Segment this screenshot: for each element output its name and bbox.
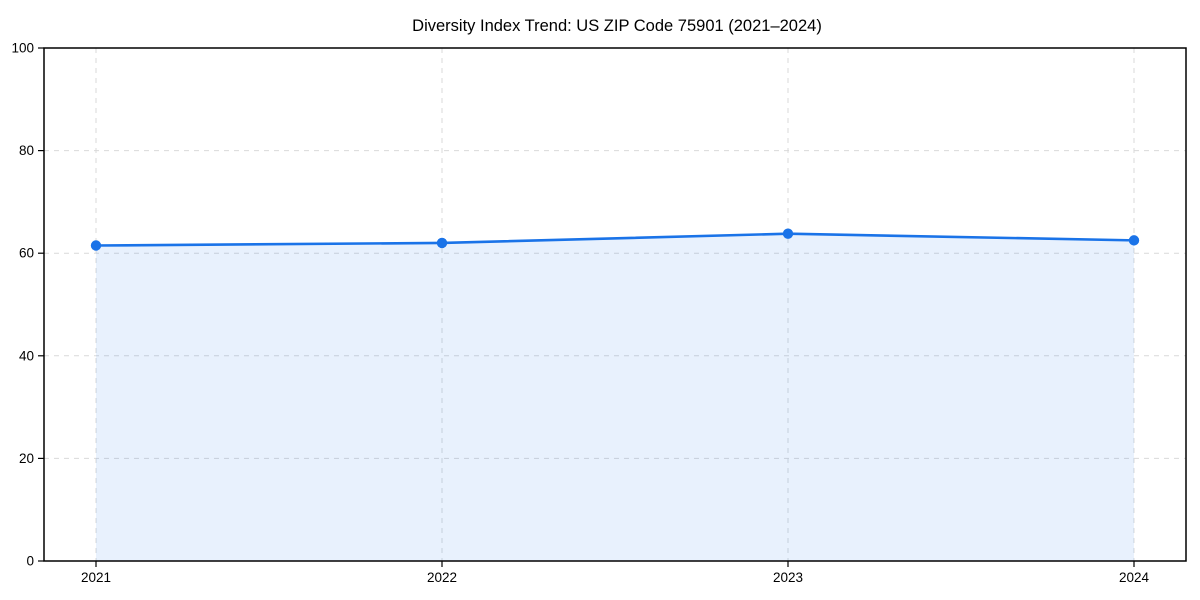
y-axis-tick-label: 80: [19, 143, 34, 158]
y-axis-tick-label: 0: [26, 554, 34, 569]
y-axis-tick-label: 100: [11, 41, 34, 56]
x-axis-tick-label: 2023: [773, 570, 803, 585]
line-layer: [94, 232, 1136, 247]
marker-layer: [90, 228, 1140, 251]
grid-layer: [44, 48, 1186, 561]
data-point: [1128, 235, 1140, 246]
plot-border: [43, 47, 1187, 562]
data-point: [782, 228, 794, 239]
data-point: [90, 240, 102, 251]
area-layer: [96, 233, 1134, 561]
axis-layer: 0 20 40 60 80 100 2021 2022 2023 2024: [11, 41, 1187, 585]
data-point: [436, 237, 448, 249]
x-axis-tick-label: 2021: [81, 570, 111, 585]
chart-title: Diversity Index Trend: US ZIP Code 75901…: [412, 17, 822, 35]
x-axis-tick-label: 2022: [427, 570, 457, 585]
trend-line: [94, 232, 1136, 247]
y-axis-tick-label: 20: [19, 451, 34, 466]
y-axis-tick-label: 60: [19, 246, 34, 261]
y-axis-tick-label: 40: [19, 348, 34, 363]
x-axis-tick-label: 2024: [1119, 570, 1150, 585]
area-fill: [96, 233, 1134, 561]
